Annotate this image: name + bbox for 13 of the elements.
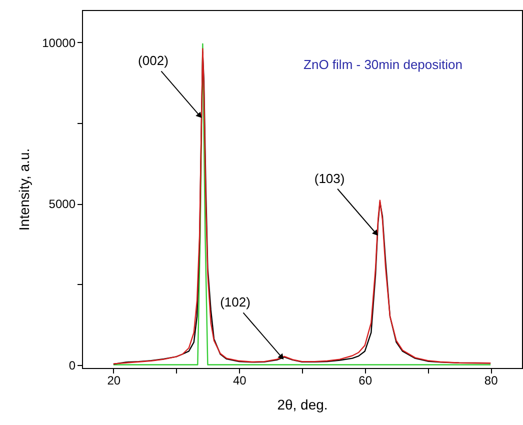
x-tick-label: 60 [358,374,372,388]
annotation: (002) [138,53,168,68]
y-tick-label: 5000 [48,197,76,212]
y-tick-label: 10000 [42,36,76,50]
annotation: (102) [220,294,250,310]
x-tick-label: 80 [484,374,498,388]
annotation: (103) [314,170,345,186]
y-tick-label: 0 [68,358,76,372]
x-axis-title: 2θ, deg. [277,396,328,412]
x-tick-label: 40 [232,374,247,388]
y-axis-title: Intensity, a.u. [16,148,32,231]
annotation: ZnO film - 30min deposition [304,57,462,72]
x-tick-label: 20 [107,374,121,388]
